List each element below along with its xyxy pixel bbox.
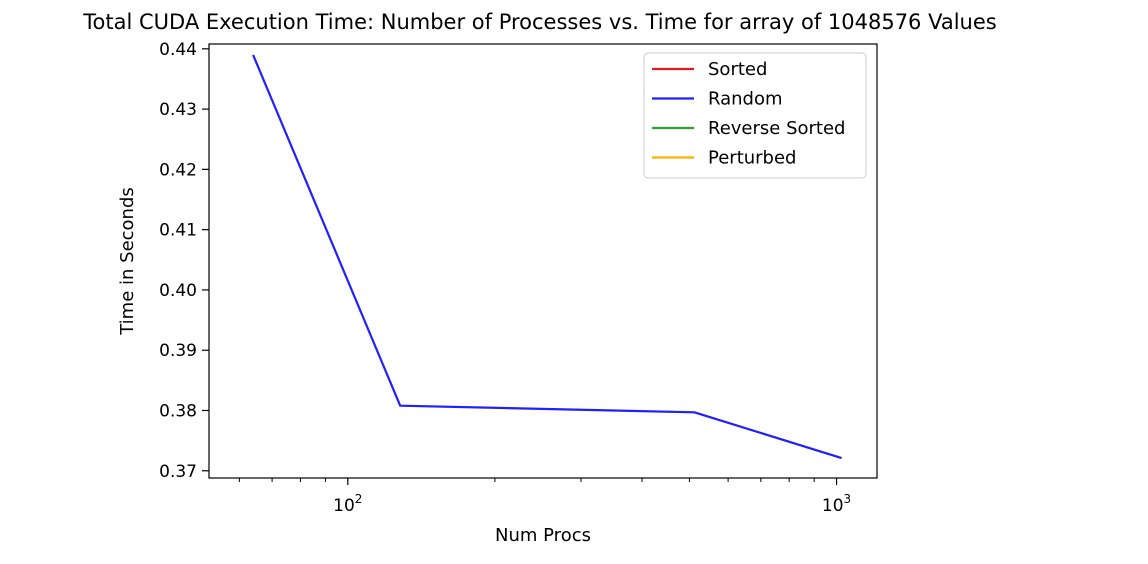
y-tick-label: 0.44 (159, 40, 197, 60)
legend-label: Random (708, 89, 783, 110)
x-tick-label: 102 (333, 492, 362, 516)
plot-frame (208, 43, 878, 479)
series-line-random (252, 54, 842, 460)
y-tick-label: 0.39 (159, 341, 197, 361)
legend-label: Reverse Sorted (708, 118, 845, 139)
y-tick-label: 0.37 (159, 462, 197, 482)
plot-area (252, 54, 842, 460)
x-axis: 102 103 (238, 478, 851, 516)
legend: Sorted Random Reverse Sorted Perturbed (643, 52, 867, 179)
y-tick-label: 0.40 (159, 281, 197, 301)
y-axis: 0.37 0.38 0.39 0.40 0.41 0.42 0.43 0.44 (159, 40, 209, 482)
x-axis-label: Num Procs (495, 525, 591, 546)
y-tick-label: 0.38 (159, 401, 197, 421)
legend-label: Sorted (708, 59, 767, 80)
legend-label: Perturbed (708, 148, 796, 169)
y-tick-label: 0.43 (159, 100, 197, 120)
y-tick-label: 0.42 (159, 160, 197, 180)
legend-box (643, 52, 867, 179)
x-tick-label: 103 (822, 492, 851, 516)
y-tick-label: 0.41 (159, 221, 197, 241)
y-axis-label: Time in Seconds (117, 187, 138, 336)
chart-title: Total CUDA Execution Time: Number of Pro… (82, 10, 996, 34)
